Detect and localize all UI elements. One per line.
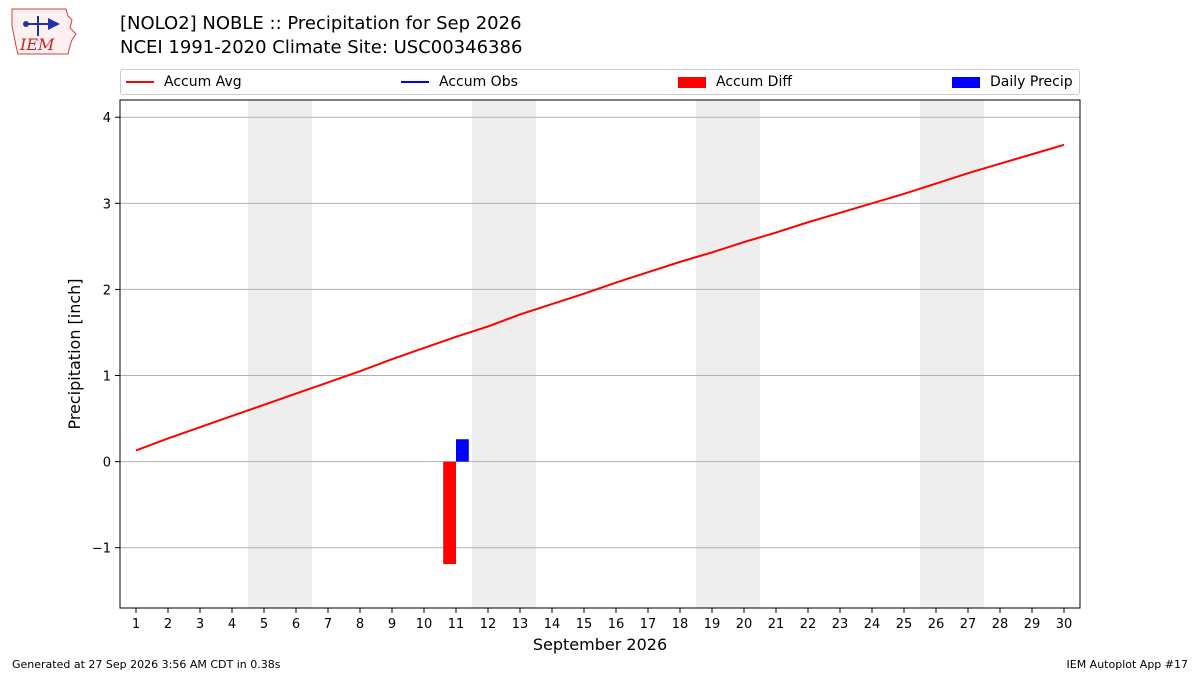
logo-text: IEM <box>19 35 55 54</box>
chart-legend: Accum Avg Accum Obs Accum Diff Daily Pre… <box>120 69 1080 95</box>
x-tick-label: 21 <box>768 617 785 632</box>
x-tick-label: 16 <box>608 617 625 632</box>
x-tick-label: 10 <box>416 617 433 632</box>
x-tick-label: 15 <box>576 617 593 632</box>
x-tick-label: 22 <box>800 617 817 632</box>
autoplot-app-label: IEM Autoplot App #17 <box>1066 658 1189 671</box>
legend-item-accum-diff: Accum Diff <box>678 70 792 94</box>
y-tick-label: 2 <box>103 283 111 298</box>
weekend-shade-2 <box>472 100 536 608</box>
x-tick-label: 19 <box>704 617 721 632</box>
x-tick-label: 2 <box>164 617 172 632</box>
x-axis-label: September 2026 <box>533 635 667 654</box>
y-axis-label: Precipitation [inch] <box>65 278 84 429</box>
x-tick-label: 8 <box>356 617 364 632</box>
x-tick-label: 29 <box>1024 617 1041 632</box>
legend-swatch-accum-diff <box>678 76 706 88</box>
x-tick-label: 27 <box>960 617 977 632</box>
legend-swatch-daily-precip <box>952 76 980 88</box>
series-line-accum-avg <box>135 143 1065 452</box>
legend-label-daily-precip: Daily Precip <box>990 74 1073 90</box>
x-tick-label: 25 <box>896 617 913 632</box>
x-tick-label: 4 <box>228 617 236 632</box>
generated-timestamp: Generated at 27 Sep 2026 3:56 AM CDT in … <box>12 658 281 671</box>
x-tick-label: 6 <box>292 617 300 632</box>
chart-title: [NOLO2] NOBLE :: Precipitation for Sep 2… <box>120 13 522 34</box>
weekend-shade-3 <box>696 100 760 608</box>
x-tick-label: 5 <box>260 617 268 632</box>
x-tick-label: 30 <box>1056 617 1073 632</box>
x-tick-label: 26 <box>928 617 945 632</box>
y-tick-label: 4 <box>103 111 111 126</box>
x-tick-label: 17 <box>640 617 657 632</box>
legend-item-accum-obs: Accum Obs <box>401 70 518 94</box>
chart-subtitle: NCEI 1991-2020 Climate Site: USC00346386 <box>120 37 523 58</box>
weekend-shade-4 <box>920 100 984 608</box>
x-tick-label: 18 <box>672 617 689 632</box>
weekend-shade-1 <box>248 100 312 608</box>
y-tick-label: 1 <box>103 370 111 385</box>
bar-daily-precip <box>456 439 469 462</box>
x-tick-label: 23 <box>832 617 849 632</box>
x-tick-label: 13 <box>512 617 529 632</box>
x-tick-label: 24 <box>864 617 881 632</box>
x-tick-label: 11 <box>448 617 465 632</box>
legend-item-accum-avg: Accum Avg <box>126 70 242 94</box>
x-tick-label: 12 <box>480 617 497 632</box>
x-tick-label: 9 <box>388 617 396 632</box>
x-tick-label: 3 <box>196 617 204 632</box>
x-tick-label: 20 <box>736 617 753 632</box>
x-tick-label: 28 <box>992 617 1009 632</box>
legend-label-accum-avg: Accum Avg <box>164 74 242 90</box>
x-tick-label: 7 <box>324 617 332 632</box>
x-tick-label: 1 <box>132 617 140 632</box>
legend-swatch-accum-avg <box>126 81 154 83</box>
legend-item-daily-precip: Daily Precip <box>952 70 1073 94</box>
y-tick-label: 0 <box>103 456 111 471</box>
legend-label-accum-diff: Accum Diff <box>716 74 793 90</box>
y-tick-label: −1 <box>92 542 111 557</box>
x-tick-label: 14 <box>544 617 561 632</box>
y-tick-label: 3 <box>103 197 111 212</box>
legend-swatch-accum-obs <box>401 81 429 83</box>
bar-accum-diff <box>443 461 456 565</box>
iem-logo: IEM <box>8 6 80 58</box>
legend-label-accum-obs: Accum Obs <box>439 74 518 90</box>
plot-frame <box>119 99 1081 609</box>
